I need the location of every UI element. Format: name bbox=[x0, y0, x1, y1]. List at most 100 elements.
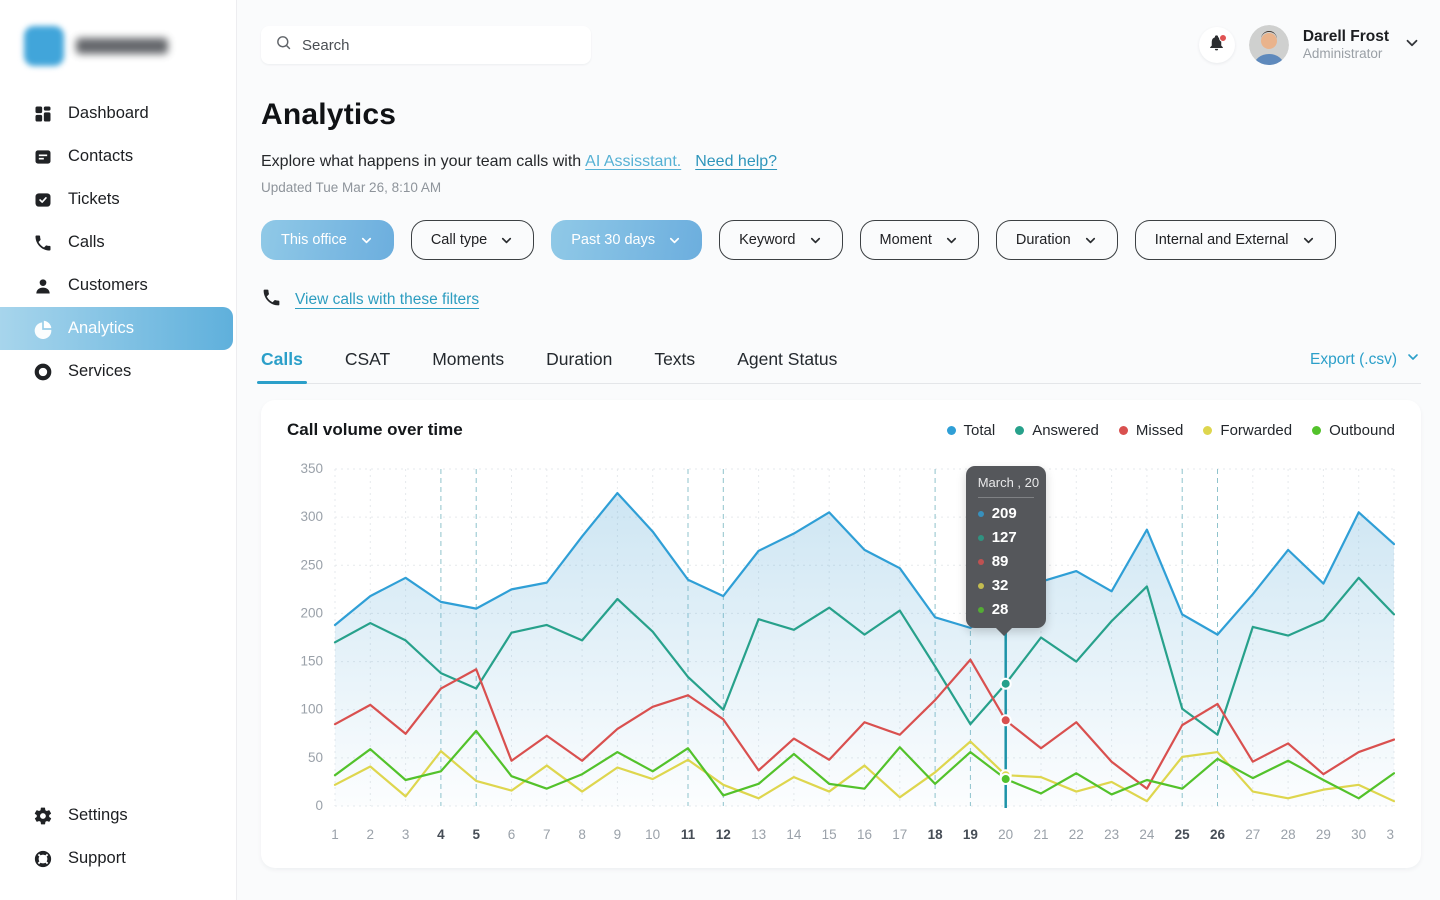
chart-legend: Total Answered Missed Forwarded Outbound bbox=[946, 421, 1395, 439]
svg-text:16: 16 bbox=[857, 827, 872, 842]
hover-dot-missed bbox=[999, 714, 1012, 727]
filter-moment[interactable]: Moment bbox=[859, 220, 979, 260]
user-menu-chevron-icon[interactable] bbox=[1403, 34, 1421, 57]
svg-text:4: 4 bbox=[437, 827, 445, 842]
tab-moments[interactable]: Moments bbox=[432, 349, 505, 369]
svg-text:26: 26 bbox=[1210, 827, 1226, 842]
sidebar-item-support[interactable]: Support bbox=[0, 837, 236, 880]
sidebar-item-tickets[interactable]: Tickets bbox=[0, 178, 236, 221]
search-icon bbox=[275, 34, 292, 56]
tab-duration[interactable]: Duration bbox=[546, 349, 613, 369]
series-line-total bbox=[333, 491, 1395, 636]
legend-dot-icon bbox=[1203, 425, 1213, 435]
chart-title: Call volume over time bbox=[287, 420, 463, 439]
filter-label: Past 30 days bbox=[571, 232, 656, 248]
tab-csat[interactable]: CSAT bbox=[344, 349, 391, 369]
line-chart[interactable]: 0 50 100 150 200 250 300 350 1 2 3 4 5 6 7 8 9 10 11 12 13 14… bbox=[287, 454, 1395, 856]
view-calls-link[interactable]: View calls with these filters bbox=[295, 291, 480, 308]
filter-label: Call type bbox=[430, 232, 488, 248]
filter-keyword[interactable]: Keyword bbox=[719, 220, 843, 260]
sidebar-item-calls[interactable]: Calls bbox=[0, 221, 236, 264]
legend-dot-icon bbox=[1312, 425, 1322, 435]
svg-text:25: 25 bbox=[1175, 827, 1191, 842]
sidebar-item-label: Customers bbox=[68, 276, 148, 294]
need-help-link[interactable]: Need help? bbox=[695, 153, 778, 170]
tooltip-value: 89 bbox=[991, 553, 1009, 570]
ai-assistant-link[interactable]: AI Assisstant. bbox=[585, 153, 682, 170]
page-title: Analytics bbox=[261, 98, 397, 131]
notifications-button[interactable] bbox=[1198, 27, 1235, 63]
filter-label: Keyword bbox=[739, 232, 796, 248]
sidebar-item-label: Settings bbox=[68, 806, 128, 824]
svg-text:3: 3 bbox=[402, 827, 410, 842]
tooltip-value: 32 bbox=[991, 577, 1009, 594]
legend-item-forwarded: Forwarded bbox=[1203, 422, 1292, 439]
tooltip-value: 127 bbox=[991, 529, 1017, 546]
tooltip-value: 28 bbox=[991, 601, 1009, 618]
tab-calls[interactable]: Calls bbox=[257, 349, 307, 384]
svg-text:250: 250 bbox=[300, 557, 323, 572]
tab-texts[interactable]: Texts bbox=[654, 349, 696, 369]
logo-wordmark bbox=[76, 38, 168, 54]
filter-label: Internal and External bbox=[1154, 232, 1289, 248]
sidebar: Dashboard Contacts Tickets Calls Customers An… bbox=[0, 0, 237, 900]
svg-text:10: 10 bbox=[645, 827, 660, 842]
tickets-icon bbox=[33, 190, 53, 210]
dashboard-icon bbox=[33, 104, 53, 124]
legend-item-missed: Missed bbox=[1118, 421, 1184, 439]
tab-agent-status[interactable]: Agent Status bbox=[737, 349, 838, 369]
sidebar-item-label: Calls bbox=[68, 233, 105, 251]
support-icon bbox=[33, 849, 53, 869]
svg-text:31: 31 bbox=[1386, 827, 1395, 842]
svg-text:18: 18 bbox=[928, 827, 944, 842]
tabs-row: Calls CSAT Moments Duration Texts Agent Statu… bbox=[257, 349, 1421, 384]
last-updated: Updated Tue Mar 26, 8:10 AM bbox=[261, 180, 442, 195]
export-button[interactable]: Export (.csv) bbox=[1310, 349, 1421, 383]
filter-internal-and-external[interactable]: Internal and External bbox=[1134, 220, 1336, 260]
tooltip-value: 209 bbox=[991, 505, 1017, 522]
logo-icon bbox=[24, 26, 64, 66]
calls-icon bbox=[33, 233, 53, 253]
search-input[interactable] bbox=[302, 36, 577, 54]
user-role: Administrator bbox=[1302, 46, 1383, 62]
filter-label: This office bbox=[281, 232, 347, 248]
svg-text:350: 350 bbox=[300, 461, 323, 476]
sidebar-item-dashboard[interactable]: Dashboard bbox=[0, 92, 236, 135]
chevron-down-icon bbox=[808, 233, 823, 248]
svg-text:28: 28 bbox=[1281, 827, 1296, 842]
hover-dot-outbound bbox=[999, 773, 1012, 786]
sidebar-item-services[interactable]: Services bbox=[0, 350, 236, 393]
tooltip-dot-icon bbox=[977, 558, 984, 565]
svg-text:15: 15 bbox=[822, 827, 837, 842]
avatar[interactable] bbox=[1248, 25, 1289, 65]
chevron-down-icon bbox=[499, 233, 514, 248]
sidebar-item-customers[interactable]: Customers bbox=[0, 264, 236, 307]
filter-duration[interactable]: Duration bbox=[995, 220, 1118, 260]
legend-item-answered: Answered bbox=[1015, 422, 1099, 439]
logo bbox=[0, 0, 236, 70]
phone-icon bbox=[261, 287, 282, 313]
svg-text:17: 17 bbox=[892, 827, 907, 842]
svg-text:30: 30 bbox=[1351, 827, 1366, 842]
tooltip-row-answered: 127 bbox=[977, 529, 1034, 546]
filter-call-type[interactable]: Call type bbox=[410, 220, 535, 260]
sidebar-footer: Settings Support bbox=[0, 772, 236, 900]
series-line-forwarded bbox=[333, 740, 1395, 803]
tooltip-row-forwarded: 32 bbox=[977, 577, 1034, 594]
search-box[interactable] bbox=[261, 26, 591, 64]
filter-past-30-days[interactable]: Past 30 days bbox=[551, 220, 703, 260]
tooltip-dot-icon bbox=[977, 510, 984, 517]
notification-badge bbox=[1218, 34, 1227, 42]
legend-label: Missed bbox=[1135, 421, 1184, 439]
tooltip-dot-icon bbox=[977, 582, 984, 589]
settings-icon bbox=[33, 806, 53, 826]
sidebar-item-label: Tickets bbox=[68, 190, 120, 208]
sidebar-item-contacts[interactable]: Contacts bbox=[0, 135, 236, 178]
user-name: Darell Frost bbox=[1302, 27, 1389, 45]
sidebar-item-analytics[interactable]: Analytics bbox=[0, 307, 233, 350]
sidebar-item-settings[interactable]: Settings bbox=[0, 794, 236, 837]
svg-text:11: 11 bbox=[681, 827, 696, 842]
filter-this-office[interactable]: This office bbox=[261, 220, 394, 260]
main-content: Darell Frost Administrator Analytics Exp… bbox=[237, 0, 1440, 900]
legend-dot-icon bbox=[1118, 425, 1128, 435]
